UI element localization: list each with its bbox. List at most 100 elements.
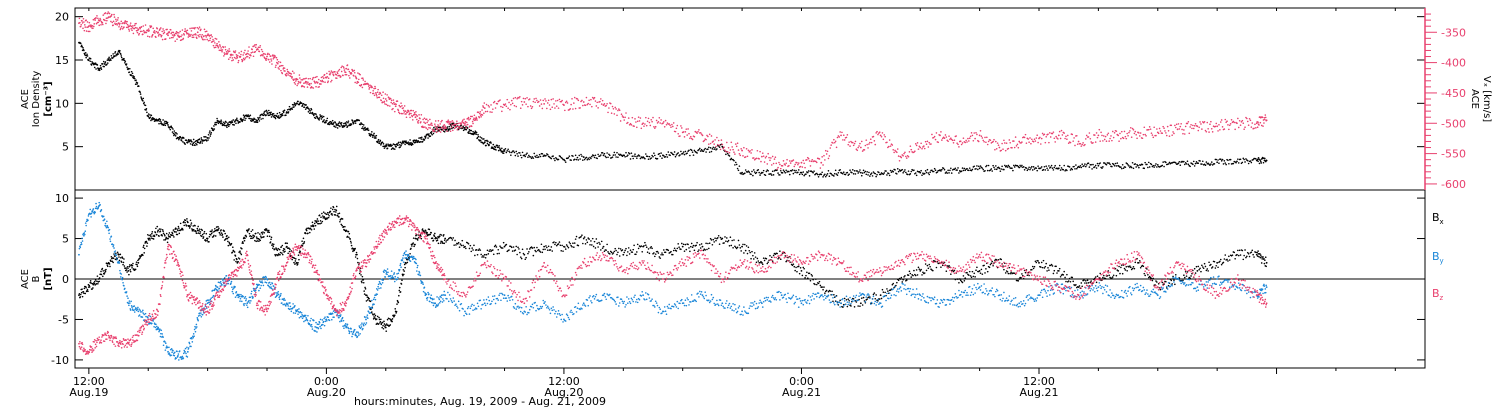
data-point xyxy=(824,173,826,176)
data-point xyxy=(722,147,724,150)
data-point xyxy=(915,174,918,177)
data-point xyxy=(320,83,322,85)
data-point xyxy=(801,173,804,176)
data-point xyxy=(801,274,804,277)
data-point xyxy=(516,152,518,155)
data-point xyxy=(118,25,120,28)
data-point xyxy=(83,21,85,23)
data-point xyxy=(402,112,404,115)
data-point xyxy=(433,129,436,132)
data-point xyxy=(404,266,406,269)
data-point xyxy=(909,145,912,147)
data-point xyxy=(932,170,935,173)
data-point xyxy=(578,154,581,157)
data-point xyxy=(271,114,274,116)
data-point xyxy=(236,258,238,261)
data-point xyxy=(889,145,892,147)
data-point xyxy=(650,245,653,248)
data-point xyxy=(267,112,269,115)
data-point xyxy=(842,171,845,174)
data-point xyxy=(196,26,199,29)
data-point xyxy=(880,135,883,138)
data-point xyxy=(130,25,133,28)
data-point xyxy=(586,158,589,161)
data-point xyxy=(1178,160,1181,163)
data-point xyxy=(569,108,572,110)
data-point xyxy=(214,46,217,49)
data-point xyxy=(291,76,294,78)
data-point xyxy=(320,216,322,219)
data-point xyxy=(1134,130,1137,133)
data-point xyxy=(729,158,732,161)
data-point xyxy=(1167,163,1170,165)
data-point xyxy=(762,169,765,172)
data-point xyxy=(1044,141,1047,144)
data-point xyxy=(340,122,343,124)
data-point xyxy=(381,326,383,329)
data-point xyxy=(364,288,367,290)
data-point xyxy=(389,324,392,326)
data-point xyxy=(634,153,636,155)
data-point xyxy=(296,78,299,81)
data-point xyxy=(102,23,104,26)
data-point xyxy=(714,147,716,149)
data-point xyxy=(350,123,353,125)
data-point xyxy=(934,169,937,171)
data-point xyxy=(956,169,958,171)
data-point xyxy=(1247,124,1250,126)
data-point xyxy=(820,161,823,164)
data-point xyxy=(366,127,369,130)
data-point xyxy=(729,236,732,239)
data-point xyxy=(135,29,138,32)
data-point xyxy=(212,235,215,238)
data-point xyxy=(430,131,433,133)
data-point xyxy=(954,167,957,170)
data-point xyxy=(84,26,87,28)
data-point xyxy=(151,232,153,235)
data-point xyxy=(396,143,398,145)
data-point xyxy=(670,250,672,253)
data-point xyxy=(319,114,321,116)
data-point xyxy=(136,263,138,266)
data-point xyxy=(678,246,680,249)
data-point xyxy=(273,248,276,250)
data-point xyxy=(179,222,182,225)
data-point xyxy=(430,122,433,125)
data-point xyxy=(1081,163,1083,165)
data-point xyxy=(178,138,180,141)
data-point xyxy=(987,164,990,167)
data-point xyxy=(461,126,463,129)
data-point xyxy=(698,129,700,131)
data-point xyxy=(726,151,729,153)
data-point xyxy=(1065,135,1067,138)
data-point xyxy=(884,135,886,138)
data-point xyxy=(512,246,515,248)
data-point xyxy=(237,260,240,263)
data-point xyxy=(87,290,89,293)
data-point xyxy=(692,154,695,156)
data-point xyxy=(582,156,585,158)
data-point xyxy=(272,243,275,246)
data-point xyxy=(653,252,655,254)
data-point xyxy=(734,153,736,155)
data-point xyxy=(123,57,125,60)
data-point xyxy=(426,128,429,131)
data-point xyxy=(599,155,601,157)
data-point xyxy=(848,173,850,175)
data-point xyxy=(905,157,908,159)
data-point xyxy=(525,153,527,156)
data-point xyxy=(1008,139,1011,141)
data-point xyxy=(95,22,98,25)
data-point xyxy=(225,124,228,127)
data-point xyxy=(715,145,717,148)
data-point xyxy=(564,248,567,250)
data-point xyxy=(707,135,709,138)
data-point xyxy=(422,118,424,121)
data-point xyxy=(117,53,119,55)
data-point xyxy=(646,120,649,123)
data-point xyxy=(272,245,275,247)
data-point xyxy=(127,26,129,29)
data-point xyxy=(1000,149,1003,152)
data-point xyxy=(205,30,208,33)
data-point xyxy=(849,145,851,147)
